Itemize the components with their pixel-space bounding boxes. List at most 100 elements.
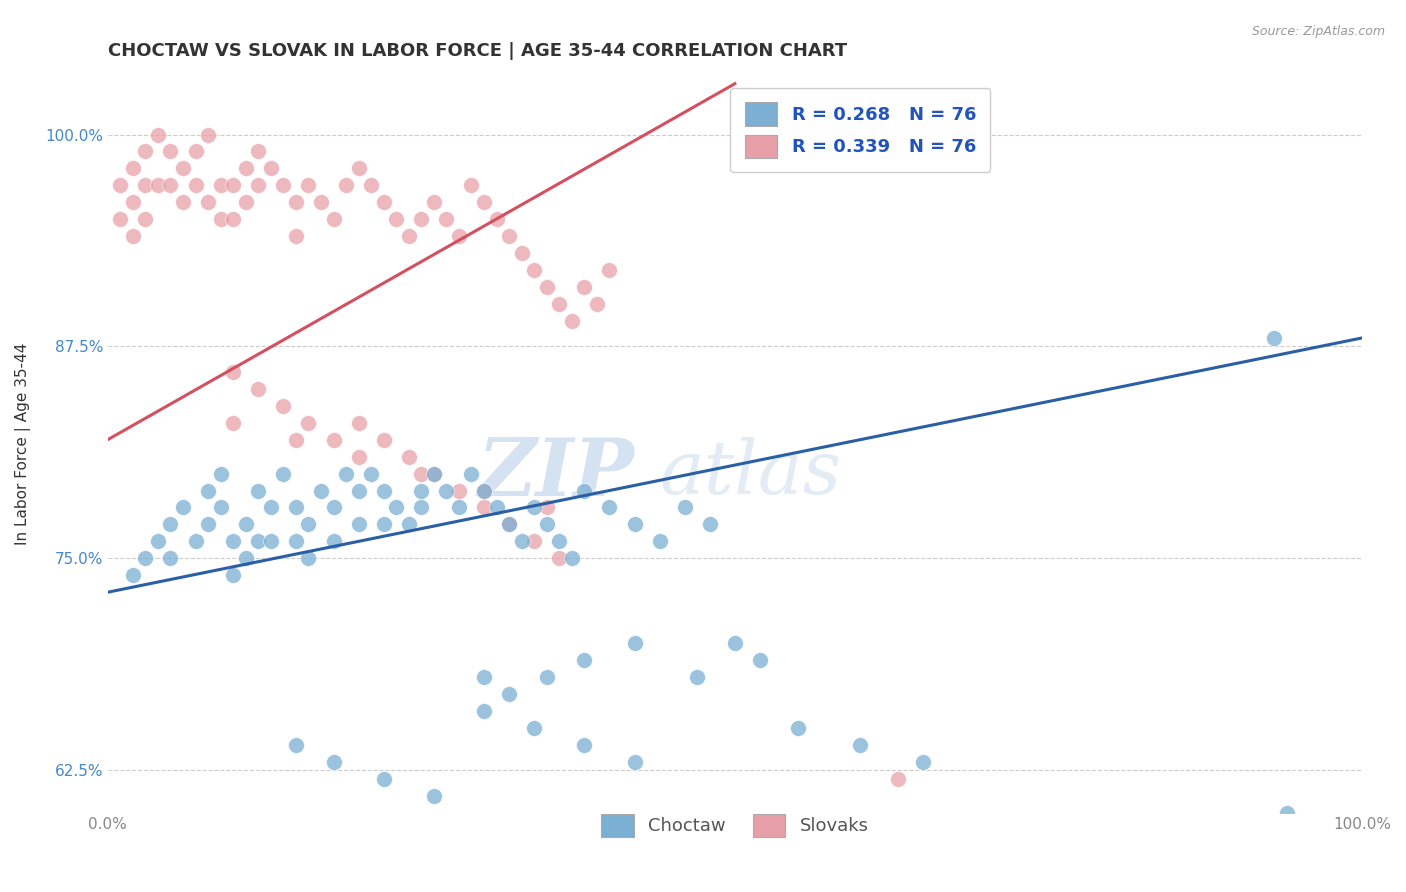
Point (623, 517, 645, 532)
Point (423, 195, 446, 210)
Point (510, 246, 533, 260)
Point (510, 534, 533, 549)
Point (472, 670, 495, 684)
Point (222, 212, 245, 227)
Point (235, 551, 257, 566)
Text: Source: ZipAtlas.com: Source: ZipAtlas.com (1251, 25, 1385, 38)
Point (523, 534, 546, 549)
Point (574, 738, 596, 752)
Point (172, 195, 194, 210)
Point (472, 483, 495, 498)
Point (121, 229, 143, 244)
Point (297, 178, 319, 193)
Point (121, 161, 143, 176)
Point (574, 653, 596, 667)
Point (322, 534, 344, 549)
Point (134, 551, 156, 566)
Point (172, 161, 194, 176)
Point (273, 467, 295, 481)
Point (184, 145, 207, 159)
Point (121, 568, 143, 582)
Point (309, 195, 332, 210)
Point (423, 467, 446, 481)
Point (536, 670, 558, 684)
Point (398, 517, 420, 532)
Point (235, 195, 257, 210)
Point (598, 500, 620, 515)
Point (309, 483, 332, 498)
Point (247, 483, 270, 498)
Point (548, 297, 571, 311)
Point (648, 534, 671, 549)
Point (184, 534, 207, 549)
Point (623, 636, 645, 650)
Point (172, 500, 194, 515)
Point (197, 195, 219, 210)
Point (398, 450, 420, 464)
Point (260, 161, 283, 176)
Point (297, 517, 319, 532)
Point (360, 467, 382, 481)
Point (373, 517, 395, 532)
Point (322, 755, 344, 769)
Point (159, 517, 181, 532)
Point (548, 534, 571, 549)
Point (146, 534, 169, 549)
Point (849, 738, 872, 752)
Point (347, 161, 370, 176)
Point (235, 161, 257, 176)
Point (159, 178, 181, 193)
Point (284, 738, 307, 752)
Point (523, 500, 546, 515)
Point (373, 483, 395, 498)
Point (134, 212, 156, 227)
Point (749, 653, 772, 667)
Point (273, 399, 295, 413)
Point (335, 178, 357, 193)
Point (297, 551, 319, 566)
Point (574, 280, 596, 294)
Point (523, 721, 546, 735)
Point (1275, 805, 1298, 820)
Point (222, 365, 245, 379)
Point (447, 500, 470, 515)
Point (423, 789, 446, 803)
Point (197, 128, 219, 142)
Y-axis label: In Labor Force | Age 35-44: In Labor Force | Age 35-44 (15, 343, 31, 545)
Point (347, 450, 370, 464)
Point (686, 670, 709, 684)
Point (460, 178, 482, 193)
Point (373, 772, 395, 786)
Point (284, 534, 307, 549)
Point (322, 212, 344, 227)
Point (411, 500, 433, 515)
Point (297, 416, 319, 430)
Point (121, 195, 143, 210)
Point (110, 178, 132, 193)
Point (222, 178, 245, 193)
Point (447, 483, 470, 498)
Point (235, 517, 257, 532)
Point (209, 500, 232, 515)
Point (724, 636, 747, 650)
Point (498, 229, 520, 244)
Point (159, 145, 181, 159)
Point (574, 483, 596, 498)
Point (434, 483, 457, 498)
Point (472, 483, 495, 498)
Point (561, 551, 583, 566)
Point (523, 263, 546, 277)
Point (411, 483, 433, 498)
Point (447, 229, 470, 244)
Point (536, 500, 558, 515)
Point (472, 195, 495, 210)
Point (373, 433, 395, 447)
Point (247, 145, 270, 159)
Point (561, 314, 583, 328)
Point (598, 263, 620, 277)
Text: ZIP: ZIP (478, 434, 634, 512)
Point (411, 467, 433, 481)
Point (485, 500, 508, 515)
Point (911, 755, 934, 769)
Text: atlas: atlas (659, 437, 842, 509)
